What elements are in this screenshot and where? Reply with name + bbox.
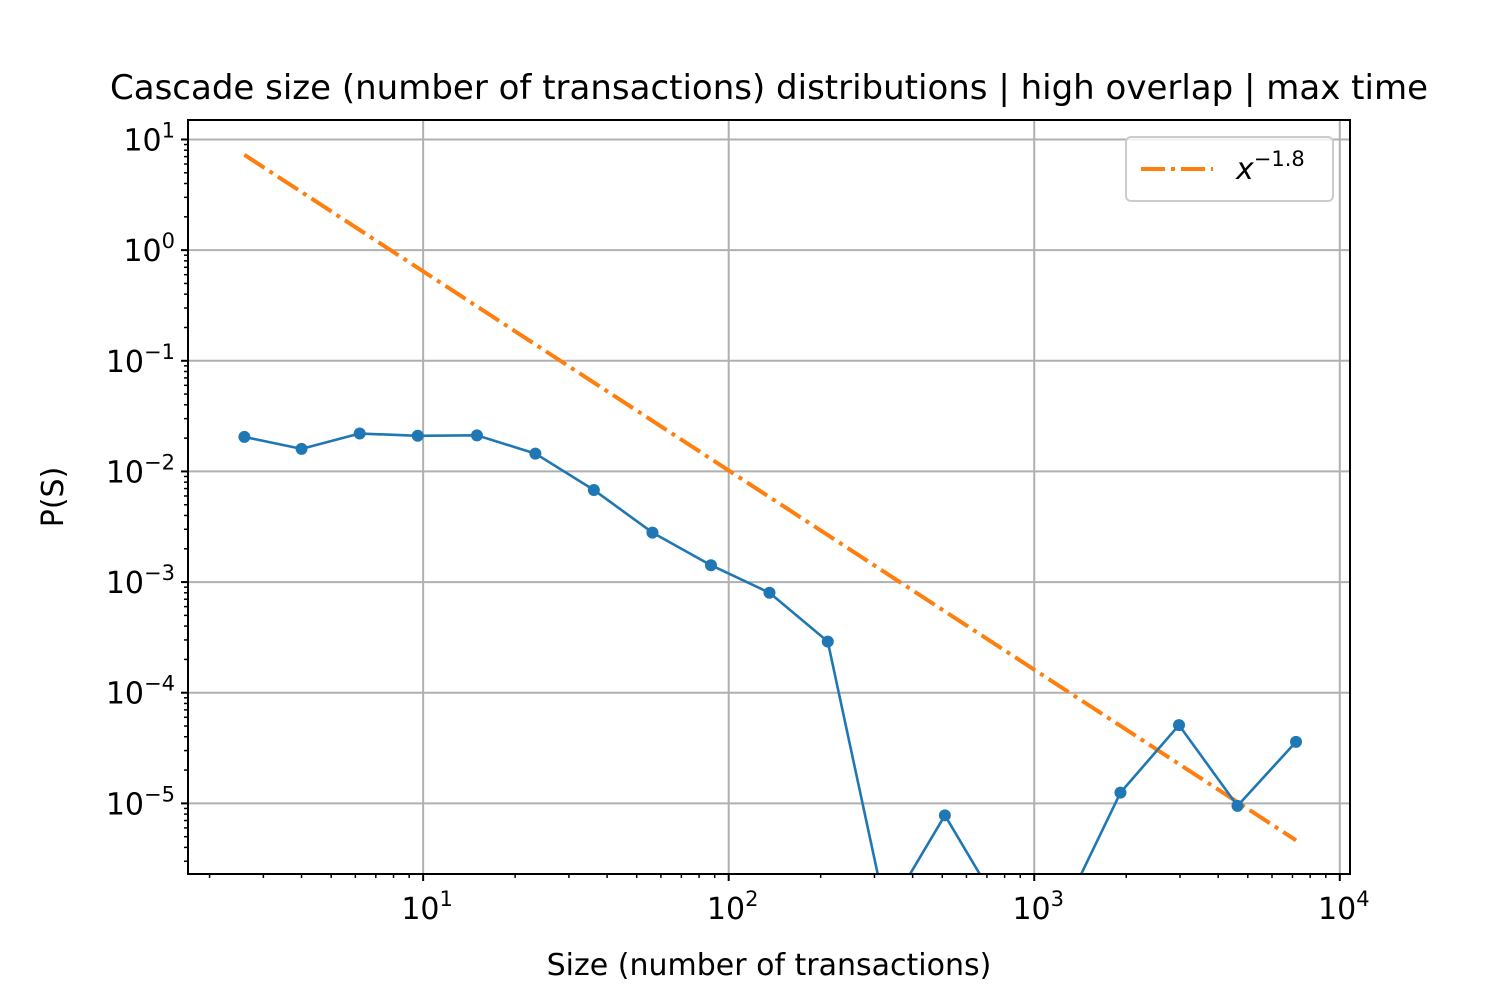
data-point <box>704 559 717 572</box>
data-point <box>938 809 951 822</box>
data-point <box>821 635 834 648</box>
legend-label: x−1.8 <box>1235 147 1305 187</box>
data-point <box>411 429 424 442</box>
data-point <box>646 526 659 539</box>
y-tick-label: 10−5 <box>106 782 175 822</box>
legend: x−1.8 <box>1125 136 1334 202</box>
legend-box <box>1125 136 1334 202</box>
data-point <box>295 442 308 455</box>
legend-label-exponent: −1.8 <box>1254 147 1305 171</box>
x-tick-labels: 101 102 103 104 <box>401 887 1369 927</box>
y-tick-label: 10−2 <box>106 450 175 490</box>
x-tick-label: 102 <box>707 887 759 927</box>
grid <box>188 120 1350 874</box>
y-tick-label: 10−4 <box>106 672 175 712</box>
y-tick-label: 10−3 <box>106 561 175 601</box>
data-point <box>763 586 776 599</box>
x-axis-label: Size (number of transactions) <box>547 948 992 983</box>
axes-frame <box>187 119 1351 875</box>
data-point <box>1173 719 1186 732</box>
y-axis-label: P(S) <box>36 467 71 528</box>
y-tick-label: 10−1 <box>106 340 175 380</box>
data-point <box>1114 786 1127 799</box>
data-point <box>470 429 483 442</box>
legend-label-base: x <box>1235 152 1254 187</box>
major-ticks <box>181 138 1341 881</box>
y-tick-labels: 101 100 10−1 10−2 10−3 10−4 10−5 <box>106 118 175 822</box>
power-law-fit-line <box>243 153 1298 842</box>
x-tick-label: 101 <box>401 887 453 927</box>
data-series <box>238 427 1303 874</box>
y-tick-label: 100 <box>123 229 175 269</box>
data-point <box>587 483 600 496</box>
fit-line-path <box>243 153 1298 842</box>
data-point <box>238 430 251 443</box>
y-tick-label: 101 <box>123 118 175 158</box>
chart-title: Cascade size (number of transactions) di… <box>110 68 1428 108</box>
x-tick-label: 104 <box>1318 887 1370 927</box>
data-point <box>529 447 542 460</box>
x-tick-label: 103 <box>1012 887 1064 927</box>
data-point <box>1290 735 1303 748</box>
data-point <box>1231 799 1244 812</box>
data-point <box>353 427 366 440</box>
